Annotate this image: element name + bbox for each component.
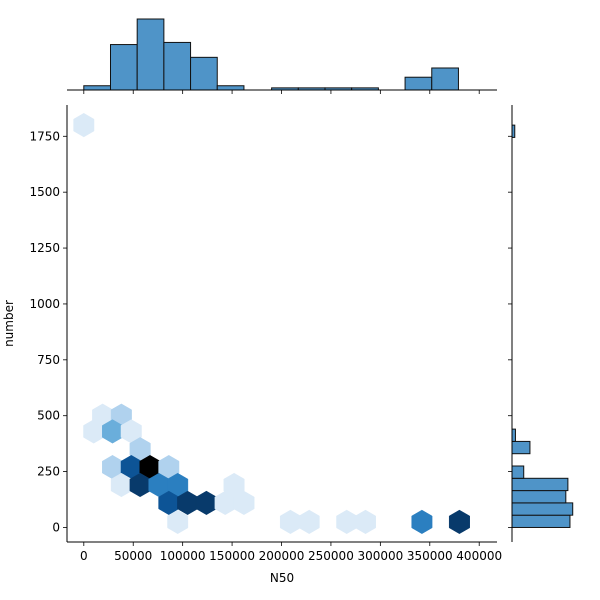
y-tick-label: 750 [37,353,60,367]
y-tick-label: 500 [37,409,60,423]
x-tick-label: 400000 [456,549,502,563]
hexbin-cell [336,509,358,534]
y-tick-label: 1250 [29,241,60,255]
hexbin-cell [355,509,376,534]
y-tick-label: 250 [37,465,60,479]
hexbin-cell [167,509,189,534]
x-tick-label: 50000 [114,549,152,563]
x-tick-label: 0 [80,549,88,563]
hexbin-cell [195,490,217,515]
right-marginal-histogram [508,105,574,542]
hexbin-cell [233,490,255,515]
top-histogram-bar [431,67,459,91]
y-tick-label: 1750 [29,129,60,143]
x-tick-label: 350000 [407,549,453,563]
x-tick-label: 100000 [160,549,206,563]
y-axis-label: number [2,300,16,347]
top-histogram-bar [109,44,138,91]
x-axis-label: N50 [270,571,294,585]
right-histogram-bar [511,465,525,479]
y-tick-label: 1000 [29,297,60,311]
y-tick-label: 0 [52,520,60,534]
top-histogram-bar [404,76,433,91]
top-histogram-bar [163,41,192,91]
top-marginal-histogram [67,18,497,94]
hexbin-cell [411,509,433,534]
top-histogram-bar [216,85,245,91]
right-histogram-bar [511,440,531,455]
x-tick-label: 200000 [259,549,305,563]
right-histogram-bar [511,428,516,442]
y-tick-label: 1500 [29,185,60,199]
right-histogram-bar [511,477,569,492]
hexbin-axes: 0 50000 100000 150000 200000 250000 300000 3500… [29,105,502,563]
x-tick-label: 250000 [308,549,354,563]
top-histogram-bar [190,56,218,91]
x-tick-label: 150000 [209,549,255,563]
top-histogram-bar [136,18,165,91]
x-tick-label: 300000 [357,549,403,563]
hexbin-cell [73,113,95,138]
right-histogram-bar [511,502,574,516]
top-histogram-bar [83,85,111,91]
hexbin-cell [298,509,320,534]
right-histogram-bar [511,514,571,528]
hexbin-cell [448,509,470,534]
right-histogram-bar [511,490,567,504]
hexbin-cell [279,509,301,534]
